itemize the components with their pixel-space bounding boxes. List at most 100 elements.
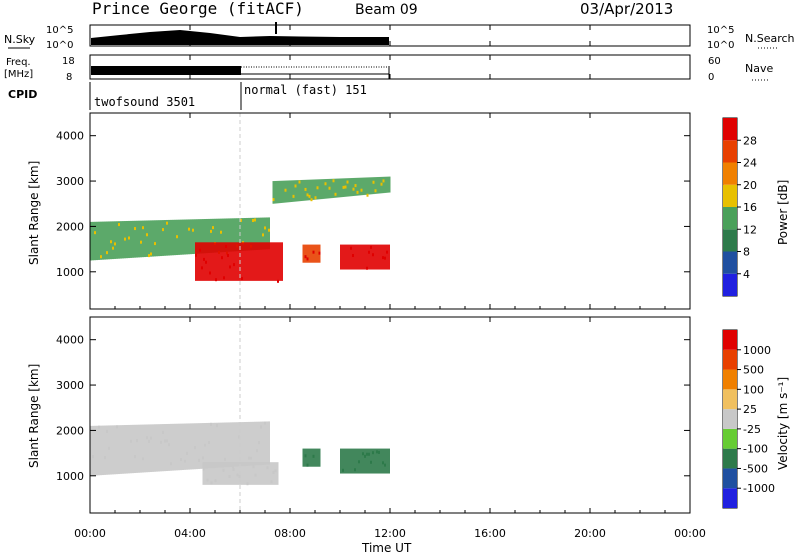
heatmap-cell: [138, 220, 140, 258]
heatmap-cell: [364, 177, 367, 195]
heatmap-cell: [217, 242, 219, 281]
colorbar-cell: [723, 389, 737, 410]
heatmap-speck: [370, 245, 372, 249]
nave-label: Nave: [745, 62, 773, 75]
heatmap-speck: [224, 457, 226, 461]
heatmap-cell: [180, 219, 182, 255]
heatmap-speck: [366, 193, 369, 197]
heatmap-cell: [376, 244, 378, 270]
heatmap-cell: [226, 422, 228, 468]
heatmap-cell: [364, 244, 366, 270]
heatmap-cell: [254, 462, 257, 485]
heatmap-speck: [254, 473, 257, 477]
heatmap-cell: [370, 177, 373, 195]
heatmap-cell: [228, 422, 230, 468]
heatmap-speck: [334, 192, 337, 196]
heatmap-cell: [264, 462, 267, 485]
cpid-mode-2: normal (fast) 151: [244, 83, 367, 97]
heatmap-cell: [306, 448, 309, 467]
heatmap-speck: [342, 468, 344, 472]
heatmap-cell: [248, 421, 250, 466]
heatmap-speck: [352, 254, 354, 258]
heatmap-cell: [278, 180, 281, 204]
y-tick-label: 2000: [56, 220, 84, 233]
heatmap-speck: [241, 276, 243, 280]
heatmap-cell: [229, 242, 231, 281]
heatmap-cell: [114, 221, 116, 259]
heatmap-cell: [270, 462, 273, 485]
heatmap-speck: [140, 240, 142, 244]
heatmap-cell: [90, 425, 92, 476]
heatmap-cell: [314, 244, 317, 263]
colorbar-tick-label: 12: [743, 223, 757, 236]
heatmap-cell: [282, 180, 285, 203]
heatmap-cell: [249, 242, 251, 281]
heatmap-cell: [310, 179, 313, 201]
heatmap-cell: [386, 176, 389, 193]
heatmap-cell: [232, 218, 234, 252]
heatmap-cell: [382, 448, 384, 474]
colorbar-cell: [723, 488, 737, 508]
heatmap-speck: [328, 186, 331, 190]
heatmap-speck: [270, 480, 273, 484]
heatmap-speck: [354, 184, 357, 188]
velocity-yticks: 4000 3000 2000 1000: [56, 334, 690, 483]
heatmap-speck: [308, 194, 311, 198]
heatmap-cell: [262, 421, 264, 465]
heatmap-cell: [228, 462, 231, 485]
heatmap-cell: [146, 424, 148, 473]
heatmap-cell: [234, 218, 236, 252]
heatmap-speck: [100, 255, 102, 259]
heatmap-cell: [261, 242, 263, 281]
heatmap-cell: [214, 462, 217, 485]
heatmap-speck: [238, 474, 241, 478]
heatmap-speck: [324, 182, 327, 186]
heatmap-cell: [243, 242, 245, 281]
heatmap-cell: [238, 218, 240, 252]
colorbar-cell: [723, 140, 737, 163]
heatmap-speck: [352, 187, 355, 191]
heatmap-cell: [114, 425, 116, 475]
colorbar-tick-label: 100: [743, 383, 764, 396]
heatmap-cell: [242, 218, 244, 251]
heatmap-speck: [386, 250, 388, 254]
heatmap-cell: [182, 423, 184, 470]
heatmap-cell: [206, 218, 208, 254]
heatmap-cell: [186, 219, 188, 255]
heatmap-cell: [356, 244, 358, 270]
heatmap-speck: [164, 439, 166, 443]
y-tick-label: 3000: [56, 175, 84, 188]
heatmap-speck: [372, 451, 374, 455]
heatmap-speck: [306, 463, 309, 467]
heatmap-cell: [156, 424, 158, 472]
heatmap-cell: [152, 220, 154, 257]
heatmap-speck: [94, 231, 96, 235]
heatmap-cell: [220, 422, 222, 468]
heatmap-speck: [148, 254, 150, 258]
heatmap-cell: [178, 423, 180, 471]
heatmap-speck: [136, 439, 138, 443]
heatmap-cell: [148, 220, 150, 257]
heatmap-cell: [346, 244, 348, 270]
heatmap-cell: [188, 423, 190, 470]
heatmap-cell: [188, 219, 190, 255]
heatmap-cell: [298, 180, 301, 202]
heatmap-speck: [272, 198, 275, 202]
heatmap-cell: [258, 217, 260, 250]
heatmap-cell: [334, 178, 337, 198]
nsearch-label: N.Search: [745, 32, 795, 45]
heatmap-cell: [368, 244, 370, 270]
heatmap-cell: [94, 221, 96, 261]
heatmap-speck: [160, 440, 162, 444]
heatmap-speck: [382, 179, 385, 183]
heatmap-cell: [136, 220, 138, 258]
heatmap-speck: [110, 240, 112, 244]
heatmap-cell: [108, 221, 110, 260]
heatmap-cell: [256, 421, 258, 466]
heatmap-cell: [302, 179, 305, 201]
colorbar-cell: [723, 184, 737, 207]
colorbar-tick-label: -25: [743, 423, 761, 436]
heatmap-speck: [298, 180, 301, 184]
heatmap-cell: [294, 180, 297, 202]
heatmap-cell: [362, 448, 364, 474]
